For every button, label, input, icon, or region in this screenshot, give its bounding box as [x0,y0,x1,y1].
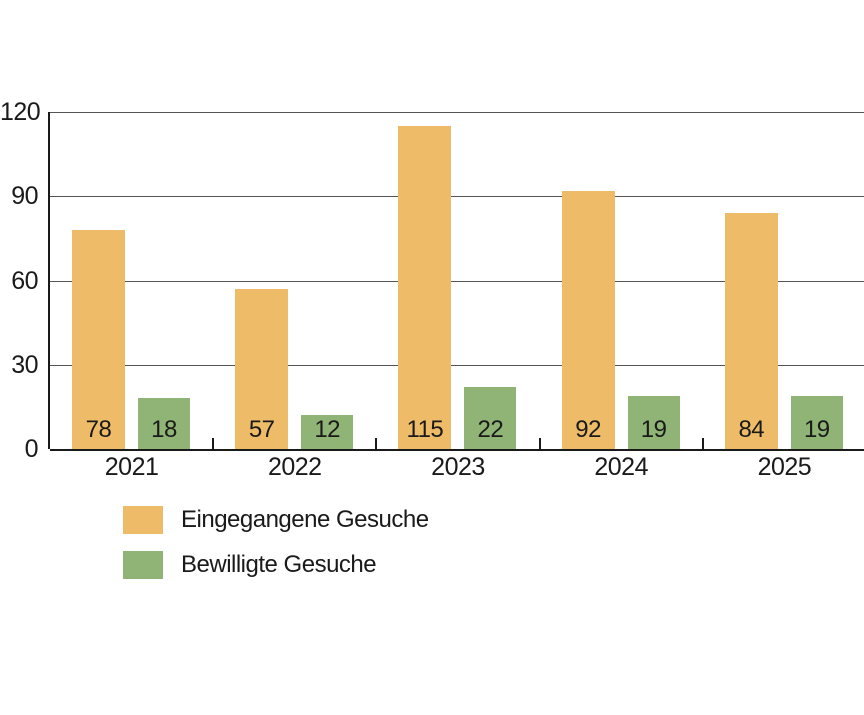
x-axis-tick [538,438,541,449]
legend-item-eingegangene: Eingegangene Gesuche [123,506,429,534]
gridline-y60 [50,280,864,282]
bar-bewilligte-2023: 22 [464,387,517,449]
bar-value-label: 115 [406,416,444,443]
bar-value-label: 18 [151,416,177,443]
bar-eingegangene-2024: 92 [561,190,615,449]
bar-eingegangene-2025: 84 [724,213,778,449]
bar-eingegangene-2022: 57 [235,288,289,449]
x-axis-label-2023: 2023 [431,453,485,481]
y-axis-label-0: 0 [24,435,39,463]
y-axis-label-60: 60 [11,266,38,295]
bar-value-label: 12 [314,416,341,443]
bar-value-label: 57 [248,416,275,443]
legend-swatch-green [123,551,163,579]
x-axis-label-2024: 2024 [594,453,648,481]
bar-eingegangene-2023: 115 [398,126,452,449]
bar-bewilligte-2024: 19 [627,395,680,449]
gridline-y120 [50,112,864,113]
bar-value-label: 92 [575,416,601,443]
y-axis-label-120: 120 [0,98,41,126]
x-axis-tick [375,438,378,449]
x-axis-label-2021: 2021 [104,453,159,481]
bar-value-label: 78 [85,416,112,443]
bar-value-label: 19 [803,416,830,443]
bar-bewilligte-2021: 18 [138,398,190,449]
legend-item-bewilligte: Bewilligte Gesuche [123,551,429,579]
x-axis-tick [701,438,704,449]
bar-value-label: 19 [640,416,667,443]
x-axis-line [50,449,864,451]
plot-area: 78 18 2021 57 12 2022 115 22 2023 92 19 2024 84 19 202… [48,112,864,480]
x-axis-label-2025: 2025 [757,453,812,481]
y-axis-label-90: 90 [11,182,38,211]
x-axis-tick [212,438,215,449]
legend-label: Eingegangene Gesuche [181,506,429,533]
y-axis-label-30: 30 [11,350,38,379]
bar-value-label: 84 [738,416,765,443]
bar-bewilligte-2025: 19 [790,395,843,449]
legend: Eingegangene Gesuche Bewilligte Gesuche [123,506,429,596]
legend-swatch-orange [123,506,163,534]
x-axis-label-2022: 2022 [267,453,322,481]
bar-eingegangene-2021: 78 [72,229,125,449]
bar-value-label: 22 [477,416,504,443]
legend-label: Bewilligte Gesuche [181,551,377,578]
bar-bewilligte-2022: 12 [301,415,354,449]
gridline-y30 [50,364,864,366]
gridline-y90 [50,196,864,198]
